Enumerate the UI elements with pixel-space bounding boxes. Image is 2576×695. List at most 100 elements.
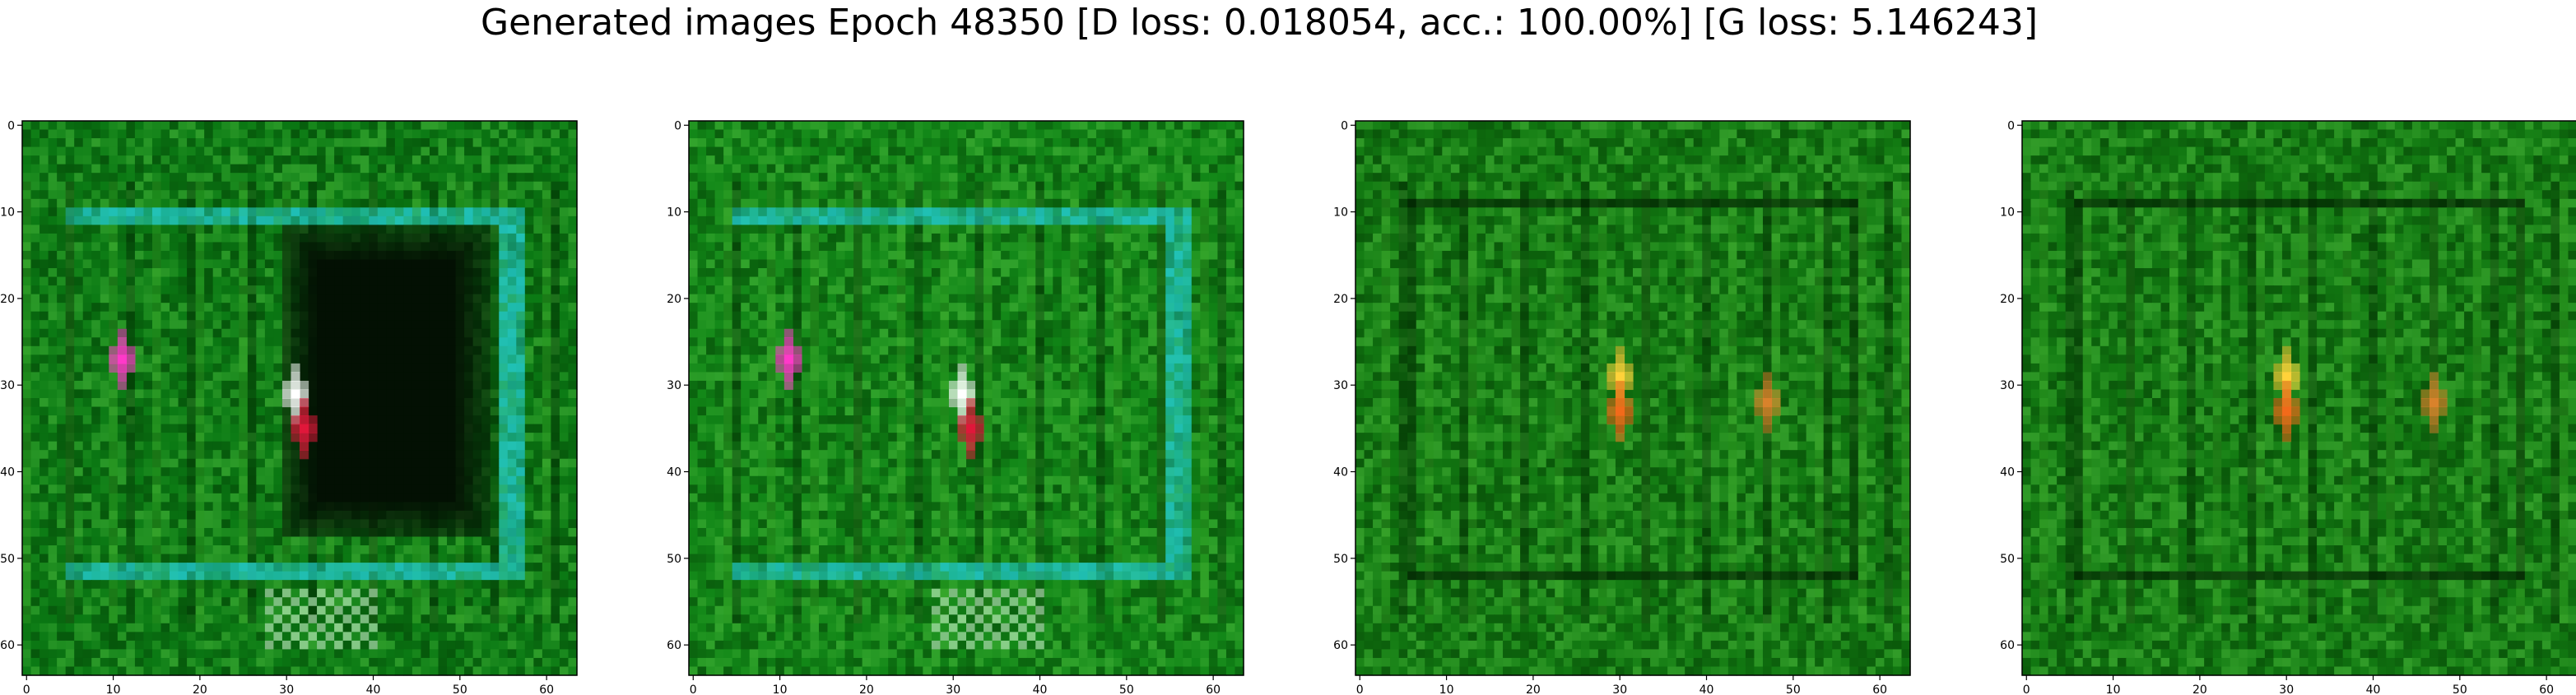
pixel — [264, 398, 275, 408]
pixel — [117, 181, 127, 191]
pixel — [109, 510, 119, 521]
pixel — [524, 225, 534, 234]
pixel — [394, 215, 404, 225]
pixel — [300, 519, 309, 529]
pixel — [204, 129, 214, 139]
pixel — [559, 121, 570, 131]
pixel — [568, 475, 578, 485]
pixel — [40, 337, 49, 347]
pixel — [264, 510, 275, 521]
pixel — [109, 424, 119, 433]
pixel — [403, 398, 413, 408]
pixel — [1200, 181, 1210, 191]
pixel — [403, 155, 413, 165]
pixel — [239, 597, 249, 607]
pixel — [394, 311, 404, 321]
pixel — [57, 146, 67, 156]
pixel — [360, 389, 370, 399]
pixel — [559, 536, 570, 546]
pixel — [273, 190, 283, 200]
pixel — [524, 155, 534, 165]
pixel — [421, 207, 430, 217]
pixel — [317, 510, 327, 521]
pixel — [317, 475, 327, 485]
pixel — [143, 475, 153, 485]
pixel — [273, 588, 283, 598]
pixel — [490, 493, 500, 503]
pixel — [403, 303, 413, 313]
pixel — [386, 536, 396, 546]
pixel — [983, 190, 993, 200]
pixel — [351, 502, 361, 512]
pixel — [559, 563, 570, 572]
pixel — [386, 354, 396, 364]
pixel — [871, 173, 881, 183]
pixel — [447, 475, 457, 485]
pixel — [212, 398, 222, 408]
pixel — [134, 190, 145, 200]
highlight-pixel — [281, 389, 292, 399]
pixel — [369, 519, 379, 529]
pixel — [499, 146, 509, 156]
pixel — [551, 190, 560, 200]
pixel — [325, 380, 335, 391]
pixel — [109, 233, 119, 243]
pixel — [455, 640, 465, 651]
pixel — [810, 198, 820, 208]
pixel — [308, 345, 318, 355]
pixel — [151, 276, 162, 286]
pixel — [100, 121, 109, 131]
pixel — [464, 597, 474, 607]
pixel — [758, 173, 768, 183]
pixel — [1148, 181, 1158, 191]
pixel — [273, 640, 283, 651]
pixel — [57, 121, 67, 131]
pixel — [394, 337, 404, 347]
pixel — [273, 242, 283, 252]
pixel — [1114, 181, 1123, 191]
pixel — [464, 571, 474, 581]
pixel — [160, 571, 170, 581]
pixel — [464, 138, 474, 148]
pixel — [689, 146, 699, 156]
pixel — [1001, 138, 1011, 148]
pixel — [117, 450, 127, 460]
pixel — [317, 605, 327, 615]
pixel — [48, 441, 58, 451]
pixel — [438, 493, 448, 503]
pixel — [1122, 207, 1132, 217]
pixel — [30, 666, 40, 676]
pixel — [273, 580, 283, 590]
pixel — [143, 614, 153, 624]
pixel — [481, 614, 491, 624]
pixel — [455, 242, 465, 252]
pixel — [151, 649, 162, 659]
pixel — [490, 467, 500, 477]
pixel — [281, 433, 292, 442]
pixel — [317, 345, 327, 355]
pixel — [325, 597, 335, 607]
pixel — [766, 215, 776, 225]
pixel — [151, 605, 162, 615]
pixel — [239, 345, 249, 355]
pixel — [377, 250, 387, 261]
pixel — [178, 657, 188, 668]
pixel — [551, 657, 560, 668]
pixel — [351, 614, 361, 624]
pixel — [264, 259, 275, 269]
pixel — [143, 276, 153, 286]
pixel — [472, 129, 482, 139]
pixel — [334, 458, 344, 468]
pixel — [369, 173, 379, 183]
pixel — [291, 173, 300, 183]
pixel — [134, 242, 145, 252]
pixel — [212, 580, 222, 590]
pixel — [516, 311, 526, 321]
pixel — [30, 345, 40, 355]
pixel — [317, 207, 327, 217]
pixel — [464, 276, 474, 286]
pixel — [464, 605, 474, 615]
pixel — [568, 164, 578, 174]
pixel — [394, 623, 404, 632]
pixel — [82, 311, 92, 321]
